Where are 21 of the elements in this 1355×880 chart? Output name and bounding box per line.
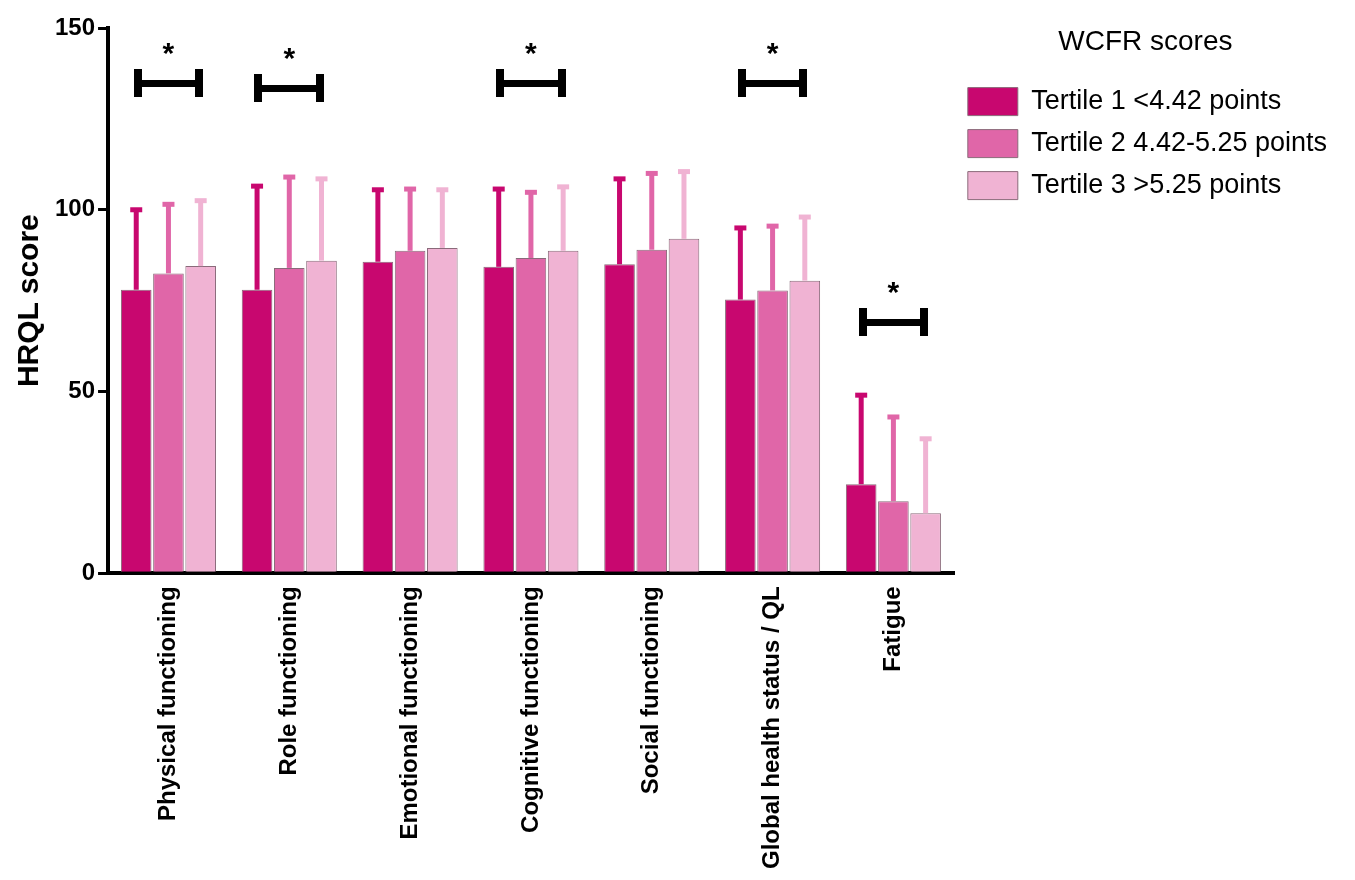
annotation: * (886, 275, 901, 309)
y-tick-label: 150 (55, 12, 96, 40)
annotation: * (765, 35, 780, 69)
annotation: * (161, 35, 176, 69)
x-tick-label: Social functioning (636, 586, 664, 795)
x-tick-label: Emotional functioning (394, 586, 422, 840)
legend-label: Tertile 3 >5.25 points (1031, 169, 1282, 200)
y-tick-label: 0 (81, 557, 96, 585)
annotation: * (524, 35, 538, 69)
x-tick-label: Global health status / QL (757, 586, 785, 869)
annotation: * (282, 40, 297, 74)
x-tick-label: Physical functioning (153, 586, 181, 821)
legend-label: Tertile 2 4.42-5.25 points (1031, 127, 1328, 158)
y-axis-title: HRQL score (11, 214, 45, 388)
x-tick-label: Fatigue (878, 586, 906, 672)
legend-title: WCFR scores (1058, 24, 1233, 56)
y-tick-label: 100 (55, 194, 96, 222)
x-tick-label: Role functioning (273, 586, 301, 776)
x-tick-label: Cognitive functioning (515, 586, 543, 833)
legend-label: Tertile 1 <4.42 points (1031, 85, 1282, 116)
y-tick-label: 50 (68, 376, 96, 404)
